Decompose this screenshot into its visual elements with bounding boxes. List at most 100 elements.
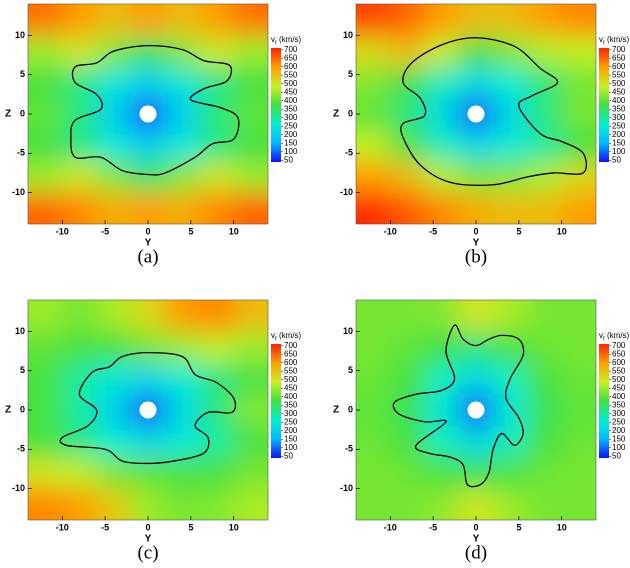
heat-cell — [527, 362, 563, 395]
heat-cell — [527, 331, 563, 364]
heat-cell — [356, 35, 391, 68]
x-tick-label: -10 — [56, 226, 69, 236]
y-tick-label: 5 — [20, 365, 25, 375]
heat-cell — [62, 129, 98, 162]
colorbar-tick-label: 700 — [284, 45, 298, 54]
heat-cell — [130, 331, 166, 364]
heat-cell — [458, 362, 494, 395]
x-tick-label: -10 — [56, 522, 69, 532]
y-tick-label: 0 — [20, 108, 25, 118]
colorbar-tick-label: 500 — [284, 79, 298, 88]
colorbar-tick-label: 700 — [284, 341, 298, 350]
field — [28, 300, 268, 520]
colorbar — [599, 344, 609, 458]
heat-cell — [165, 457, 200, 490]
heat-cell — [199, 457, 235, 490]
heat-cell — [28, 488, 63, 520]
y-tick-label: 0 — [20, 404, 25, 414]
colorbar-tick-label: 150 — [612, 434, 626, 443]
field — [28, 4, 268, 224]
panel: -10 -5 0 5 10 -10 -5 0 5 10 Y Z (c) 50100150200250300… — [5, 299, 302, 563]
heat-cell — [96, 394, 132, 427]
y-tick-label: 10 — [15, 326, 25, 336]
heat-cell — [165, 129, 200, 162]
heat-cell — [199, 488, 235, 520]
heat-cell — [233, 129, 268, 162]
colorbar-tick-label: 200 — [284, 426, 298, 435]
heat-cell — [96, 331, 132, 364]
colorbar-label-symbol: v — [599, 331, 603, 340]
x-tick-label: 5 — [188, 522, 193, 532]
colorbar-tick-label: 650 — [284, 53, 298, 62]
heat-cell — [233, 362, 268, 395]
colorbar-label-subscript: r — [603, 40, 605, 46]
cells — [28, 300, 268, 520]
heat-cell — [96, 129, 132, 162]
heat-cell — [424, 425, 460, 458]
heat-cell — [458, 4, 494, 36]
colorbar-tick-label: 250 — [612, 417, 626, 426]
heat-cell — [390, 488, 426, 520]
caption: (a) — [137, 246, 158, 267]
heat-cell — [165, 98, 200, 131]
heat-cell — [165, 300, 200, 332]
colorbar-tick-label: 250 — [284, 417, 298, 426]
y-tick-label: 5 — [348, 69, 353, 79]
heat-cell — [493, 394, 528, 427]
heat-cell — [165, 331, 200, 364]
x-tick-label: 10 — [229, 522, 239, 532]
heat-cell — [493, 300, 528, 332]
heat-cell — [424, 457, 460, 490]
heat-cell — [561, 425, 596, 458]
panel: -10 -5 0 5 10 -10 -5 0 5 10 Y Z (a) 50100150200250300… — [5, 3, 302, 267]
heat-cell — [130, 425, 166, 458]
y-tick-label: -5 — [17, 148, 25, 158]
heat-cell — [390, 161, 426, 194]
heat-cell — [96, 192, 132, 224]
heat-cell — [356, 457, 391, 490]
heat-cell — [130, 66, 166, 99]
heat-cell — [561, 457, 596, 490]
heat-cell — [199, 192, 235, 224]
heat-cell — [199, 394, 235, 427]
heat-cell — [527, 300, 563, 332]
body — [467, 401, 485, 419]
colorbar-tick-label: 600 — [284, 62, 298, 71]
heat-cell — [356, 4, 391, 36]
heat-cell — [527, 35, 563, 68]
heat-cell — [28, 362, 63, 395]
heat-cell — [356, 362, 391, 395]
heat-cell — [561, 394, 596, 427]
heat-cell — [165, 66, 200, 99]
heat-cell — [199, 4, 235, 36]
x-tick-label: -5 — [101, 522, 109, 532]
colorbar-label-unit: (km/s) — [279, 35, 302, 44]
heat-cell — [130, 300, 166, 332]
heat-cell — [96, 488, 132, 520]
heat-cell — [390, 98, 426, 131]
heat-cell — [130, 4, 166, 36]
heat-cell — [458, 129, 494, 162]
heat-cell — [458, 66, 494, 99]
heat-cell — [356, 161, 391, 194]
heat-cell — [424, 4, 460, 36]
y-tick-label: 5 — [20, 69, 25, 79]
heat-cell — [561, 192, 596, 224]
field — [356, 4, 596, 224]
heat-cell — [493, 129, 528, 162]
x-tick-label: 10 — [229, 226, 239, 236]
colorbar-tick-label: 650 — [612, 53, 626, 62]
heat-cell — [62, 457, 98, 490]
colorbar-tick-label: 300 — [284, 409, 298, 418]
colorbar-tick-label: 650 — [612, 349, 626, 358]
heat-cell — [561, 362, 596, 395]
heat-cell — [130, 192, 166, 224]
y-axis-label: Z — [333, 405, 339, 416]
heat-cell — [390, 66, 426, 99]
heat-cell — [458, 425, 494, 458]
heat-cell — [493, 192, 528, 224]
heat-cell — [233, 394, 268, 427]
heat-cell — [493, 4, 528, 36]
contour — [400, 37, 588, 186]
heat-cell — [390, 35, 426, 68]
